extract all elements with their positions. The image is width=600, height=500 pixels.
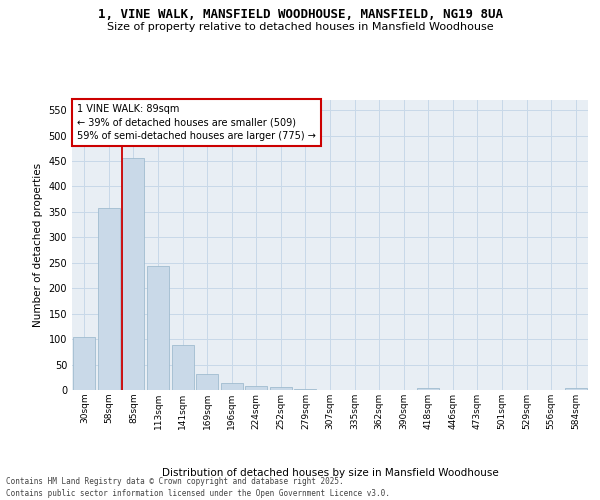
Bar [172, 344, 194, 390]
Text: 1 VINE WALK: 89sqm
← 39% of detached houses are smaller (509)
59% of semi-detach: 1 VINE WALK: 89sqm ← 39% of detached hou… [77, 104, 316, 141]
Text: 1, VINE WALK, MANSFIELD WOODHOUSE, MANSFIELD, NG19 8UA: 1, VINE WALK, MANSFIELD WOODHOUSE, MANSF… [97, 8, 503, 20]
Bar [98, 208, 120, 390]
Bar [147, 266, 169, 390]
Bar [122, 158, 145, 390]
Bar [221, 384, 243, 390]
Bar [270, 388, 292, 390]
X-axis label: Distribution of detached houses by size in Mansfield Woodhouse: Distribution of detached houses by size … [161, 468, 499, 478]
Bar [417, 388, 439, 390]
Text: Size of property relative to detached houses in Mansfield Woodhouse: Size of property relative to detached ho… [107, 22, 493, 32]
Bar [565, 388, 587, 390]
Bar [73, 336, 95, 390]
Bar [295, 389, 316, 390]
Y-axis label: Number of detached properties: Number of detached properties [33, 163, 43, 327]
Bar [245, 386, 268, 390]
Text: Contains HM Land Registry data © Crown copyright and database right 2025.
Contai: Contains HM Land Registry data © Crown c… [6, 476, 390, 498]
Bar [196, 374, 218, 390]
